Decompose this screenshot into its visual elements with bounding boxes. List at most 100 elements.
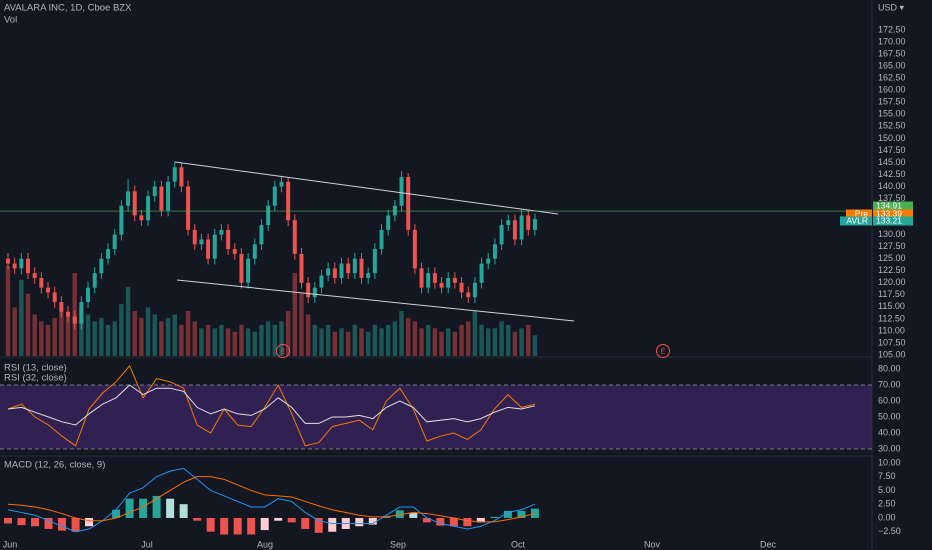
x-tick-label: Jul: [141, 539, 153, 549]
candle-body: [66, 311, 71, 317]
candle-body: [452, 277, 457, 283]
y-tick-label: 30.00: [878, 443, 901, 453]
y-tick-label: 172.50: [878, 24, 906, 34]
volume-bar: [512, 331, 518, 356]
candle-body: [112, 234, 117, 250]
macd-line: [7, 476, 536, 523]
candle-body: [26, 258, 31, 274]
volume-bar: [526, 324, 531, 356]
rsi-legend: RSI (32, close): [4, 373, 67, 384]
volume-bar: [59, 311, 64, 356]
volume-bar: [379, 328, 384, 356]
volume-bar: [105, 324, 111, 356]
volume-bar: [486, 328, 491, 356]
macd-histogram-bar: [85, 517, 94, 527]
macd-histogram-bar: [112, 509, 121, 518]
macd-histogram-bar: [368, 517, 377, 525]
candle-body: [99, 258, 104, 274]
y-tick-label: 122.50: [878, 265, 906, 275]
candle-body: [6, 258, 10, 264]
y-tick-label: 40.00: [878, 427, 901, 437]
candle-body: [419, 268, 424, 288]
y-tick-label: 0.00: [878, 512, 896, 522]
macd-histogram-bar: [476, 517, 485, 523]
candle-body: [72, 316, 77, 324]
macd-histogram-bar: [436, 517, 445, 526]
volume-bar: [265, 321, 271, 356]
rsi-line: [7, 364, 536, 447]
candle-body: [366, 273, 371, 278]
volume-bar: [219, 324, 224, 356]
volume-bar: [132, 311, 137, 356]
candle-body: [246, 258, 251, 283]
volume-bar: [45, 324, 51, 356]
volume-bar: [372, 324, 378, 356]
volume-bar: [239, 324, 244, 356]
y-tick-label: 70.00: [878, 379, 901, 389]
candle-body: [119, 205, 124, 235]
volume-bar: [5, 266, 11, 356]
volume-bar: [125, 286, 131, 356]
y-tick-label: 162.50: [878, 73, 906, 83]
rsi-pane: 30.00 40.00 50.00 60.00 70.00 80.00: [0, 363, 901, 453]
price-badge-label: 133.21: [876, 215, 902, 225]
macd-histogram-bar: [314, 517, 323, 533]
volume-bar: [472, 311, 478, 356]
y-tick-label: 10.00: [878, 457, 901, 467]
macd-histogram-bar: [233, 517, 242, 535]
candle-body: [519, 215, 524, 240]
volume-bar: [185, 311, 191, 356]
candle-body: [212, 234, 217, 259]
candle-body: [312, 287, 317, 298]
price-badge: [873, 216, 913, 226]
volume-bar: [285, 311, 291, 356]
candle-body: [439, 282, 444, 288]
candle-body: [466, 292, 471, 298]
candle-body: [106, 249, 111, 259]
trend-line: [174, 161, 559, 215]
candle-body: [199, 239, 204, 245]
x-tick-label: Sep: [390, 539, 406, 549]
volume-bar: [92, 321, 97, 356]
macd-histogram-bar: [193, 517, 202, 521]
candle-body: [159, 186, 164, 211]
candle-body: [92, 273, 97, 288]
trend-line: [176, 279, 575, 322]
macd-histogram-bar: [503, 510, 512, 518]
candle-body: [406, 176, 411, 230]
y-tick-label: 5.00: [878, 485, 896, 495]
candle-body: [146, 196, 151, 221]
candle-body: [472, 282, 477, 298]
price-badge-label: 133.39: [876, 208, 902, 218]
volume-bar: [506, 324, 511, 356]
y-tick-label: 115.00: [878, 301, 905, 311]
volume-bar: [225, 328, 231, 356]
candle-body: [152, 186, 157, 197]
y-tick-label: 150.00: [878, 133, 906, 143]
y-tick-label: 110.00: [878, 325, 905, 335]
macd-line: [7, 467, 536, 533]
macd-histogram-bar: [449, 517, 458, 527]
macd-histogram-bar: [328, 517, 337, 532]
volume-bar: [179, 324, 184, 356]
macd-histogram-bar: [260, 517, 269, 531]
candle-body: [532, 219, 537, 230]
volume-bar: [479, 324, 484, 356]
y-tick-label: 142.50: [878, 169, 906, 179]
volume-bar: [192, 321, 197, 356]
panes: 105.00 107.50 110.00 112.50 115.00 117.50 120.…: [0, 24, 906, 549]
macd-histogram-bar: [301, 517, 310, 529]
candle-body: [492, 244, 497, 259]
macd-histogram-bar: [71, 517, 80, 532]
x-tick-label: Dec: [760, 539, 777, 549]
volume-bar: [332, 331, 338, 356]
price-badge-name-label: AVLR: [846, 215, 868, 225]
volume-bar: [299, 293, 304, 356]
volume-bar: [65, 314, 71, 356]
macd-histogram-bar: [139, 498, 148, 518]
volume-bar: [499, 321, 504, 356]
candle-body: [252, 244, 257, 259]
price-pane: 105.00 107.50 110.00 112.50 115.00 117.50 120.…: [3, 24, 906, 549]
